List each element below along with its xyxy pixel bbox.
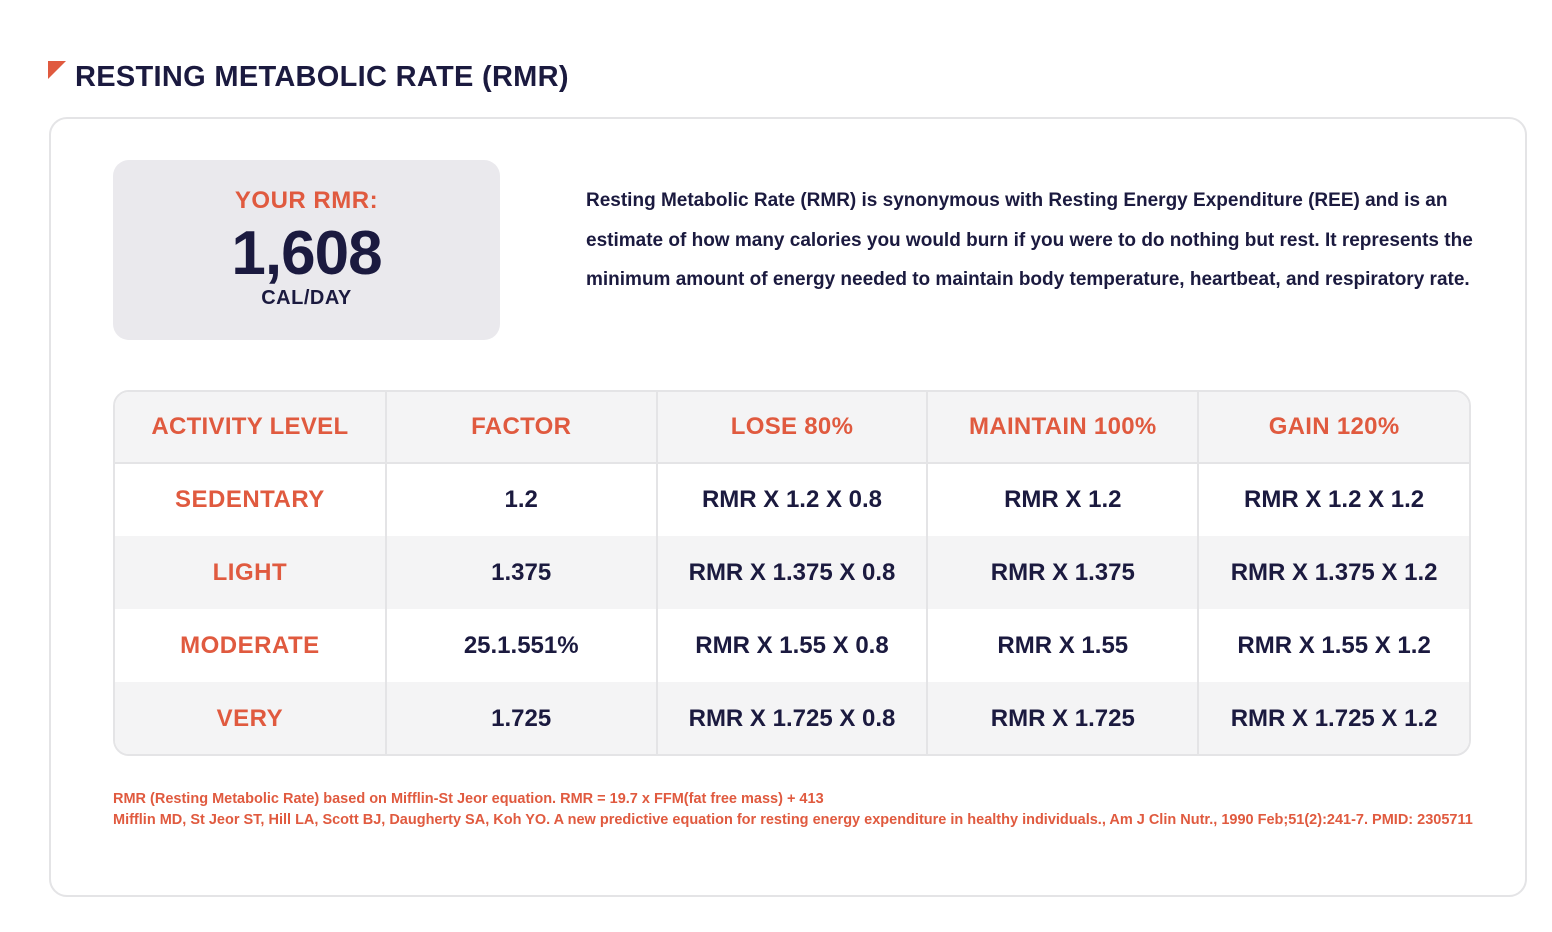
page-title: RESTING METABOLIC RATE (RMR) [75, 61, 569, 93]
factor-cell: 1.725 [385, 682, 658, 754]
table-row: LIGHT 1.375 RMR X 1.375 X 0.8 RMR X 1.37… [115, 536, 1469, 609]
activity-level-cell: SEDENTARY [115, 463, 387, 536]
header-maintain: MAINTAIN 100% [927, 392, 1200, 464]
maintain-cell: RMR X 1.375 [927, 536, 1200, 609]
lose-cell: RMR X 1.375 X 0.8 [656, 536, 929, 609]
lose-cell: RMR X 1.55 X 0.8 [656, 609, 929, 682]
table-row: MODERATE 25.1.551% RMR X 1.55 X 0.8 RMR … [115, 609, 1469, 682]
table-row: VERY 1.725 RMR X 1.725 X 0.8 RMR X 1.725… [115, 682, 1469, 754]
table-header-row: ACTIVITY LEVEL FACTOR LOSE 80% MAINTAIN … [115, 392, 1469, 464]
maintain-cell: RMR X 1.725 [927, 682, 1200, 754]
gain-cell: RMR X 1.2 X 1.2 [1244, 486, 1425, 513]
activity-level-cell: MODERATE [115, 609, 387, 682]
lose-cell: RMR X 1.725 X 0.8 [656, 682, 929, 754]
rmr-result-box: YOUR RMR: 1,608 CAL/DAY [113, 160, 500, 340]
header-factor: FACTOR [385, 392, 658, 464]
rmr-description: Resting Metabolic Rate (RMR) is synonymo… [586, 190, 1473, 290]
footnote-equation: RMR (Resting Metabolic Rate) based on Mi… [113, 791, 824, 807]
maintain-cell: RMR X 1.55 [927, 609, 1200, 682]
factor-cell: 1.375 [385, 536, 658, 609]
lose-cell: RMR X 1.2 X 0.8 [656, 463, 929, 536]
footnote: RMR (Resting Metabolic Rate) based on Mi… [113, 789, 1483, 831]
header-gain: GAIN 120% [1198, 392, 1469, 464]
gain-cell: RMR X 1.55 X 1.2 [1237, 631, 1431, 659]
rmr-unit: CAL/DAY [261, 287, 352, 309]
gain-cell: RMR X 1.375 X 1.2 [1230, 558, 1438, 586]
header-lose: LOSE 80% [656, 392, 929, 464]
activity-level-cell: LIGHT [115, 536, 387, 609]
rmr-card: YOUR RMR: 1,608 CAL/DAY Resting Metaboli… [49, 117, 1527, 897]
factor-cell: 25.1.551% [385, 609, 658, 682]
page-header: RESTING METABOLIC RATE (RMR) [48, 58, 569, 96]
activity-table: ACTIVITY LEVEL FACTOR LOSE 80% MAINTAIN … [113, 390, 1471, 756]
rmr-value: 1,608 [231, 219, 382, 288]
maintain-cell: RMR X 1.2 [927, 463, 1200, 536]
table-row: SEDENTARY 1.2 RMR X 1.2 X 0.8 RMR X 1.2 … [115, 463, 1469, 536]
corner-accent-icon [48, 61, 66, 79]
rmr-label: YOUR RMR: [234, 187, 379, 214]
activity-level-cell: VERY [115, 682, 387, 754]
factor-cell: 1.2 [385, 463, 658, 536]
header-activity-level: ACTIVITY LEVEL [115, 392, 387, 464]
footnote-citation: Mifflin MD, St Jeor ST, Hill LA, Scott B… [113, 812, 1473, 828]
gain-cell: RMR X 1.725 X 1.2 [1230, 704, 1438, 732]
